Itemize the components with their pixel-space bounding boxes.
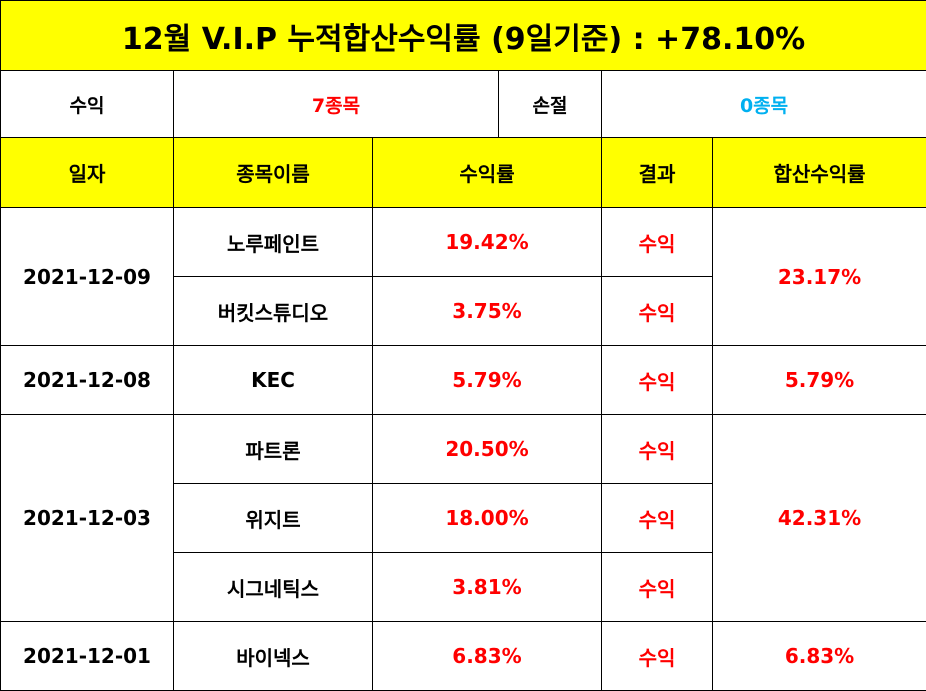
return-cell: 3.81% [372, 552, 602, 622]
total-cell: 42.31% [711, 414, 926, 622]
header-total: 합산수익률 [711, 137, 926, 208]
table-row: 2021-12-01 바이넥스 6.83% 수익 6.83% [0, 621, 926, 691]
total-cell: 5.79% [711, 345, 926, 415]
stock-name: 시그네틱스 [173, 552, 373, 622]
table-row: 버킷스튜디오 3.75% 수익 [1, 276, 926, 346]
header-result: 결과 [601, 137, 713, 208]
title-row: 12월 V.I.P 누적합산수익률 (9일기준) : +78.10% [0, 0, 926, 71]
return-cell: 5.79% [372, 345, 602, 415]
return-cell: 19.42% [372, 207, 602, 277]
result-cell: 수익 [601, 345, 713, 415]
header-date: 일자 [0, 137, 174, 208]
profit-label: 수익 [0, 70, 174, 138]
table-row: 시그네틱스 3.81% 수익 [1, 552, 926, 622]
date-cell: 2021-12-08 [0, 345, 174, 415]
date-cell: 2021-12-01 [0, 621, 174, 691]
loss-count: 0종목 [600, 70, 926, 138]
loss-label: 손절 [498, 70, 602, 138]
stock-name: 위지트 [173, 483, 373, 553]
table-row: 2021-12-09 노루페인트 19.42% 수익 23.17% [0, 207, 926, 346]
summary-row: 수익 7종목 손절 0종목 [0, 70, 926, 138]
result-cell: 수익 [601, 483, 713, 553]
result-cell: 수익 [601, 621, 713, 691]
header-row: 일자 종목이름 수익률 결과 합산수익률 [0, 137, 926, 208]
date-cell: 2021-12-03 [0, 414, 174, 622]
return-cell: 18.00% [372, 483, 602, 553]
header-name: 종목이름 [173, 137, 373, 208]
return-cell: 3.75% [372, 276, 602, 346]
result-cell: 수익 [601, 414, 713, 484]
return-cell: 6.83% [372, 621, 602, 691]
header-return: 수익률 [372, 137, 602, 208]
stock-name: KEC [173, 345, 373, 415]
return-cell: 20.50% [372, 414, 602, 484]
table-row: 2021-12-03 파트론 20.50% 수익 42.31% [0, 414, 926, 622]
result-cell: 수익 [601, 207, 713, 277]
total-cell: 23.17% [711, 207, 926, 346]
profit-count: 7종목 [173, 70, 499, 138]
stock-name: 파트론 [173, 414, 373, 484]
result-cell: 수익 [601, 552, 713, 622]
page-title: 12월 V.I.P 누적합산수익률 (9일기준) : +78.10% [0, 0, 926, 71]
stock-name: 버킷스튜디오 [173, 276, 373, 346]
result-cell: 수익 [601, 276, 713, 346]
total-cell: 6.83% [711, 621, 926, 691]
stock-name: 노루페인트 [173, 207, 373, 277]
stock-name: 바이넥스 [173, 621, 373, 691]
date-cell: 2021-12-09 [0, 207, 174, 346]
table-row: 2021-12-08 KEC 5.79% 수익 5.79% [0, 345, 926, 415]
